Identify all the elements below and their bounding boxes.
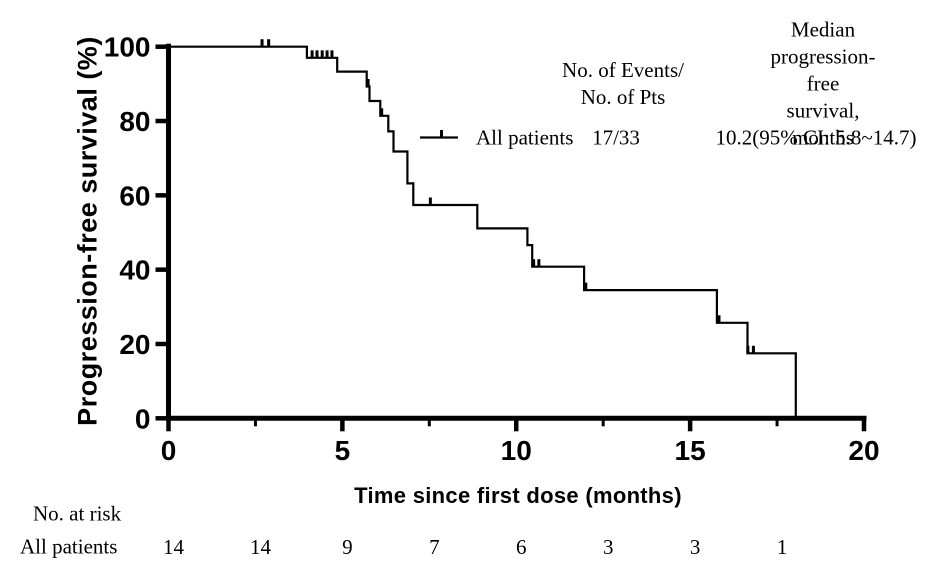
y-tick-label: 20: [119, 329, 150, 360]
risk-count-value: 9: [342, 535, 353, 559]
risk-count-value: 14: [163, 535, 185, 559]
legend-events-value: 17/33: [592, 125, 640, 150]
risk-table-title: No. at risk: [33, 501, 122, 526]
risk-count-value: 14: [250, 535, 272, 559]
x-tick-label: 10: [501, 435, 532, 466]
x-tick-label: 15: [675, 435, 706, 466]
x-tick-label: 5: [335, 435, 351, 466]
risk-count-value: 3: [603, 535, 614, 559]
y-tick-label: 60: [119, 180, 150, 211]
x-tick-label: 0: [161, 435, 177, 466]
y-tick-label: 100: [104, 32, 151, 63]
legend-median-value: 10.2(95% CI: 5.8~14.7): [715, 125, 917, 150]
survival-step-curve: [168, 45, 797, 419]
x-tick-label: 20: [848, 435, 879, 466]
y-tick-label: 0: [135, 403, 151, 434]
risk-count-value: 7: [429, 535, 440, 559]
y-tick-label: 80: [119, 106, 150, 137]
risk-table-row-label: All patients: [20, 534, 118, 559]
y-tick-label: 40: [119, 255, 150, 286]
risk-count-value: 6: [516, 535, 527, 559]
legend-series-label: All patients: [476, 125, 574, 150]
y-axis-title: Progression-free survival (%): [72, 36, 103, 426]
legend-column-header-median: Median progression-free survival, months: [770, 17, 876, 150]
risk-count-value: 3: [690, 535, 701, 559]
x-axis-title: Time since first dose (months): [354, 483, 682, 508]
risk-count-value: 1: [777, 535, 788, 559]
legend-column-header-events: No. of Events/ No. of Pts: [562, 58, 684, 109]
